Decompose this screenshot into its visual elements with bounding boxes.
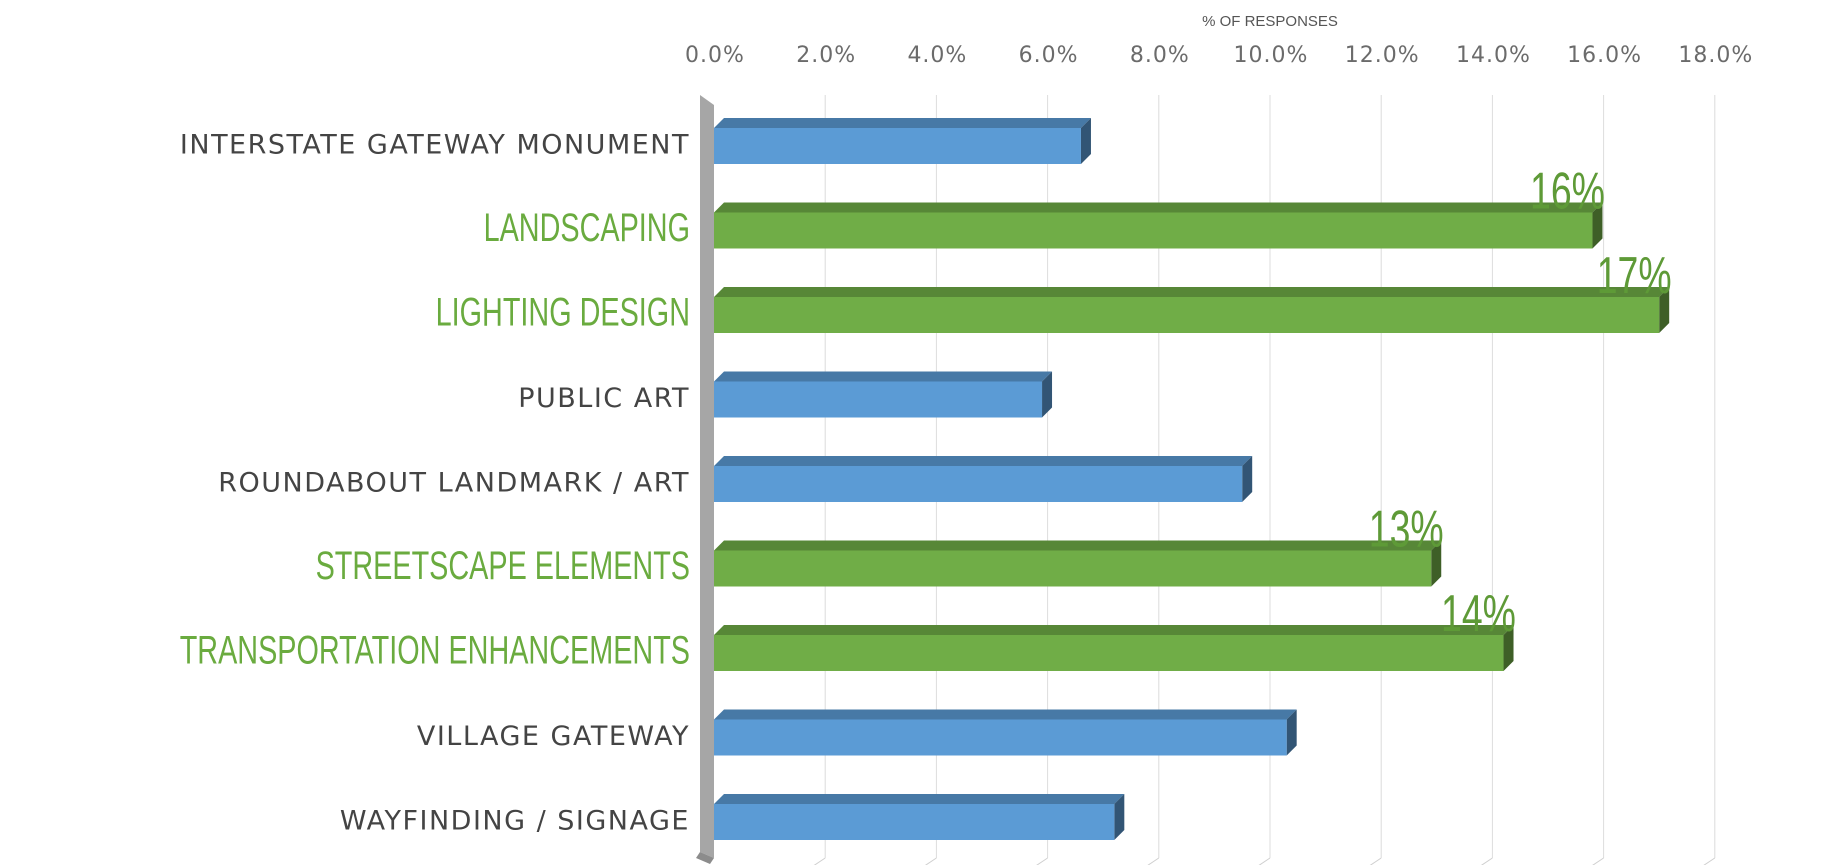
chart-wall <box>696 95 714 864</box>
category-label: ROUNDABOUT LANDMARK / ART <box>218 468 690 499</box>
gridline-foot <box>1480 857 1493 865</box>
bar <box>714 381 1043 418</box>
bars <box>714 118 1670 840</box>
category-label: INTERSTATE GATEWAY MONUMENT <box>180 130 690 161</box>
x-tick-label: 16.0% <box>1567 43 1642 68</box>
bar <box>714 297 1660 333</box>
bar-top-face <box>714 202 1603 213</box>
bar-top-face <box>714 709 1297 720</box>
bar-end-face <box>1431 540 1442 587</box>
bar-end-face <box>1503 625 1514 671</box>
gridline-foot <box>1592 857 1604 865</box>
bar-top-face <box>714 794 1125 804</box>
bar <box>714 466 1243 502</box>
bar-top-face <box>714 371 1053 382</box>
category-label: TRANSPORTATION ENHANCEMENTS <box>180 628 690 673</box>
x-tick-label: 12.0% <box>1345 43 1420 68</box>
gridline-foot <box>1369 857 1382 865</box>
category-labels: INTERSTATE GATEWAY MONUMENT LANDSCAPING LI… <box>180 130 690 837</box>
bar <box>714 550 1432 587</box>
x-tick-label: 2.0% <box>796 43 856 68</box>
gridline-foot <box>813 857 826 865</box>
bar-end-face <box>1042 371 1053 418</box>
bar <box>714 128 1081 164</box>
axis-wall-floor <box>696 852 714 864</box>
x-tick-label: 8.0% <box>1130 43 1190 68</box>
category-label: LIGHTING DESIGN <box>436 290 690 335</box>
x-axis-ticks: 0.0% 2.0% 4.0% 6.0% 8.0% 10.0% 12.0% 14.0% 16.0%… <box>685 43 1753 68</box>
x-tick-label: 6.0% <box>1019 43 1079 68</box>
bar <box>714 719 1287 756</box>
axis-wall <box>700 95 714 858</box>
data-label: 14% <box>1441 584 1516 643</box>
bar-end-face <box>1592 202 1603 249</box>
bar-top-face <box>714 540 1442 551</box>
gridline-foot <box>1703 857 1716 865</box>
x-tick-label: 10.0% <box>1234 43 1309 68</box>
category-label: PUBLIC ART <box>518 383 690 414</box>
bar <box>714 212 1593 249</box>
bar <box>714 635 1504 671</box>
gridline-foot <box>924 857 937 865</box>
category-label: WAYFINDING / SIGNAGE <box>340 806 690 837</box>
data-label: 17% <box>1597 246 1672 305</box>
category-label: VILLAGE GATEWAY <box>417 721 690 752</box>
data-label: 13% <box>1369 499 1444 558</box>
bar-end-face <box>1114 794 1125 840</box>
x-tick-label: 14.0% <box>1456 43 1531 68</box>
bar-end-face <box>1286 709 1297 756</box>
x-tick-label: 0.0% <box>685 43 745 68</box>
data-label: 16% <box>1530 161 1605 220</box>
gridline-foot <box>1258 857 1271 865</box>
category-label: LANDSCAPING <box>484 205 690 250</box>
bar-end-face <box>1242 456 1253 502</box>
gridline-foot <box>1147 857 1160 865</box>
x-tick-label: 4.0% <box>907 43 967 68</box>
gridline-foot <box>1036 857 1048 865</box>
bar <box>714 804 1115 840</box>
x-tick-label: 18.0% <box>1678 43 1753 68</box>
bar-top-face <box>714 625 1514 635</box>
bar-top-face <box>714 456 1253 466</box>
category-label: STREETSCAPE ELEMENTS <box>316 543 690 588</box>
bar-end-face <box>1659 287 1670 333</box>
bar-top-face <box>714 287 1670 297</box>
data-labels: 16% 17% 13% 14% <box>1369 161 1672 642</box>
bar-top-face <box>714 118 1091 128</box>
x-axis-title: % OF RESPONSES <box>1202 13 1338 30</box>
bar-end-face <box>1080 118 1091 164</box>
